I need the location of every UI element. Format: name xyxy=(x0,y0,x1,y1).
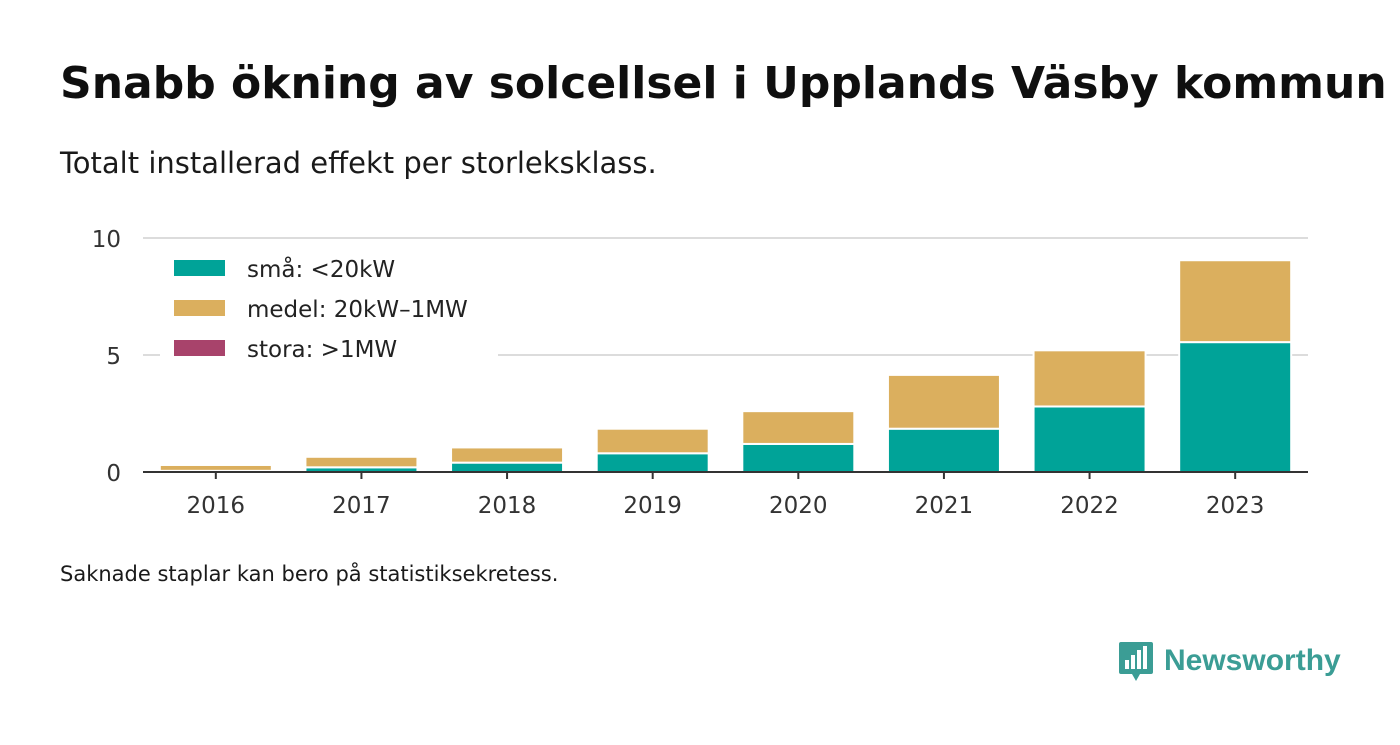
legend-label: små: <20kW xyxy=(247,255,395,283)
bar-segment-2019-series-1 xyxy=(595,427,710,455)
bar-segment-2018-series-0 xyxy=(450,461,565,474)
footnote: Saknade staplar kan bero på statistiksek… xyxy=(60,562,559,586)
chart-subtitle: Totalt installerad effekt per storlekskl… xyxy=(60,146,657,180)
bar-segment-2022-series-0 xyxy=(1032,405,1147,474)
x-tick-label: 2020 xyxy=(769,493,828,519)
bar-segment-2016-series-1 xyxy=(158,463,273,472)
x-tick-label: 2019 xyxy=(623,493,682,519)
y-tick-label: 0 xyxy=(106,461,121,487)
x-tick-label: 2018 xyxy=(478,493,537,519)
bar-segment-2019-series-0 xyxy=(595,452,710,473)
legend-swatch xyxy=(174,260,225,276)
y-tick-label: 5 xyxy=(106,344,121,370)
legend-swatch xyxy=(174,340,225,356)
legend: små: <20kW medel: 20kW–1MW stora: >1MW xyxy=(160,244,498,364)
chart-title: Snabb ökning av solcellsel i Upplands Vä… xyxy=(60,58,1387,109)
bar-segment-2023-series-1 xyxy=(1178,259,1293,344)
bar-segment-2017-series-1 xyxy=(304,455,419,469)
x-tick-label: 2017 xyxy=(332,493,391,519)
brand-logo: Newsworthy xyxy=(1118,640,1341,682)
x-tick-label: 2023 xyxy=(1206,493,1265,519)
bar-segment-2021-series-1 xyxy=(886,373,1001,430)
bar-segment-2020-series-0 xyxy=(741,442,856,474)
bars xyxy=(158,259,1293,474)
bar-segment-2023-series-0 xyxy=(1178,341,1293,473)
legend-swatch xyxy=(174,300,225,316)
bar-segment-2020-series-1 xyxy=(741,410,856,445)
legend-label: stora: >1MW xyxy=(247,337,397,363)
x-tick-label: 2016 xyxy=(187,493,246,519)
x-tick-label: 2021 xyxy=(915,493,974,519)
bar-segment-2022-series-1 xyxy=(1032,349,1147,408)
brand-name: Newsworthy xyxy=(1164,644,1341,677)
y-tick-label: 10 xyxy=(92,227,121,253)
bar-segment-2018-series-1 xyxy=(450,446,565,464)
bar-segment-2021-series-0 xyxy=(886,427,1001,473)
x-axis-ticks: 2016 2017 2018 2019 2020 2021 2022 2023 xyxy=(187,472,1265,519)
y-axis-ticks: 0 5 10 xyxy=(92,227,121,487)
legend-label: medel: 20kW–1MW xyxy=(247,297,468,323)
bar-chart-speech-bubble-icon xyxy=(1119,642,1153,681)
x-tick-label: 2022 xyxy=(1060,493,1119,519)
